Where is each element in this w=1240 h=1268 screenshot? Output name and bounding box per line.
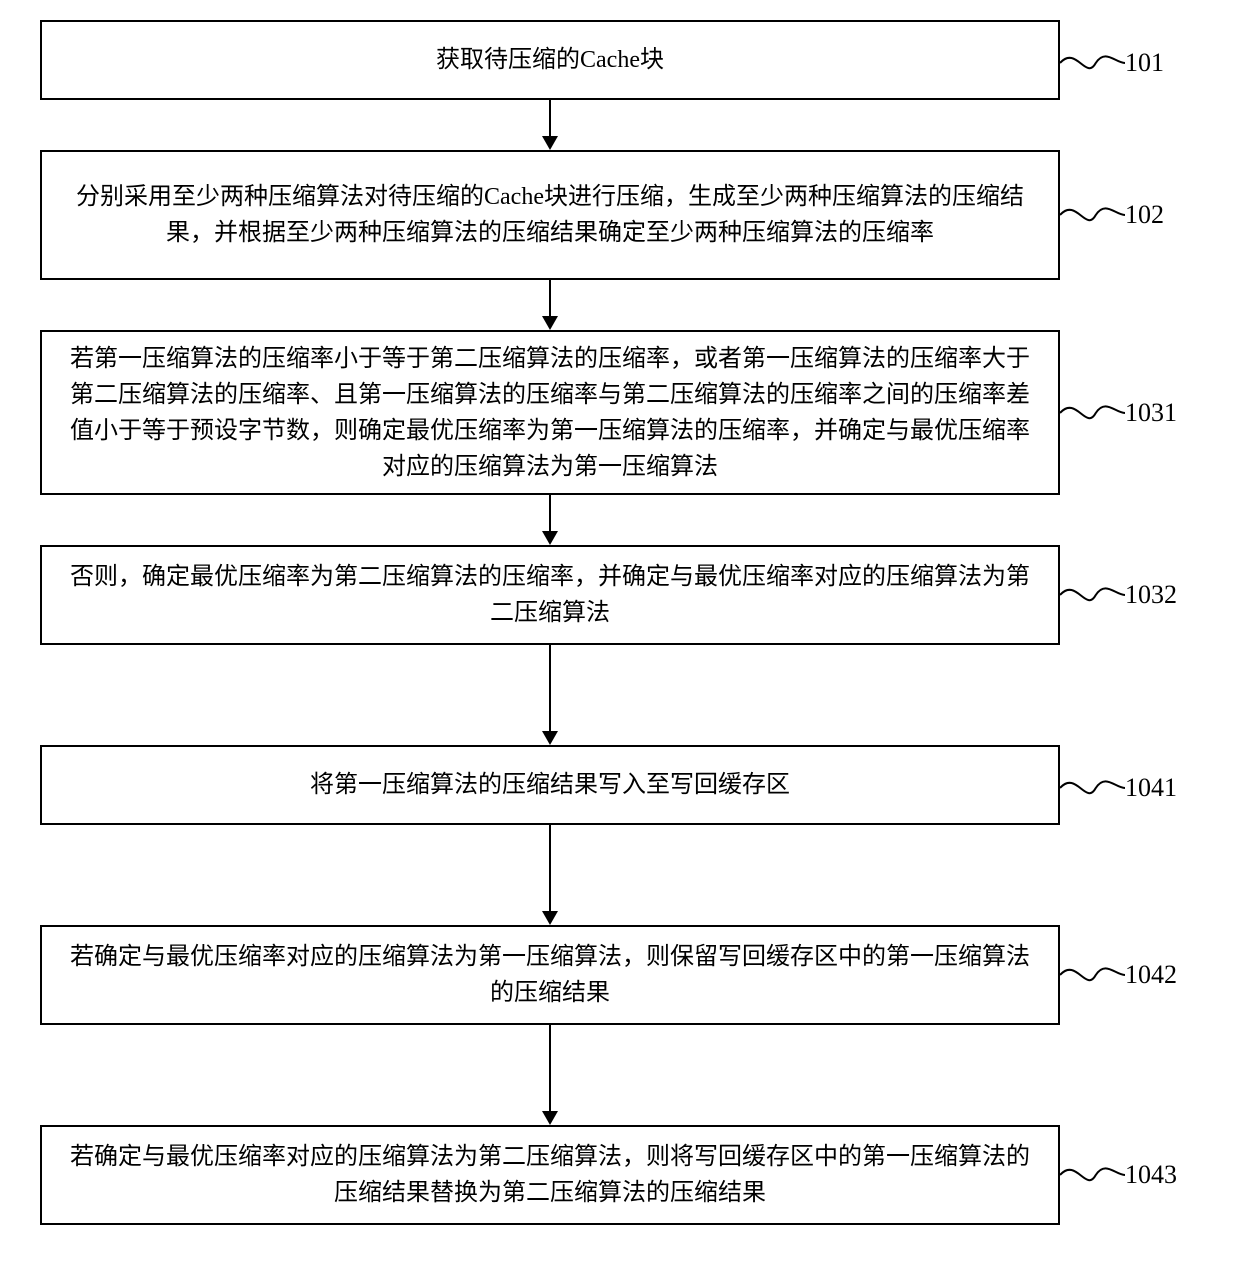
- flow-node-1043: 若确定与最优压缩率对应的压缩算法为第二压缩算法，则将写回缓存区中的第一压缩算法的…: [40, 1125, 1060, 1225]
- flow-node-label-102: 102: [1125, 200, 1164, 230]
- flow-node-text: 获取待压缩的Cache块: [436, 42, 664, 78]
- label-connector: [1060, 768, 1125, 808]
- flow-arrow: [535, 645, 565, 745]
- flow-arrow: [535, 495, 565, 545]
- flow-arrow: [535, 100, 565, 150]
- flow-arrow: [535, 825, 565, 925]
- flow-arrow: [535, 280, 565, 330]
- flow-arrow: [535, 1025, 565, 1125]
- flow-node-101: 获取待压缩的Cache块: [40, 20, 1060, 100]
- flow-node-text: 若确定与最优压缩率对应的压缩算法为第一压缩算法，则保留写回缓存区中的第一压缩算法…: [62, 939, 1038, 1011]
- flow-node-text: 否则，确定最优压缩率为第二压缩算法的压缩率，并确定与最优压缩率对应的压缩算法为第…: [62, 559, 1038, 631]
- flow-node-label-1032: 1032: [1125, 580, 1177, 610]
- flow-node-label-1043: 1043: [1125, 1160, 1177, 1190]
- flow-node-label-1041: 1041: [1125, 773, 1177, 803]
- flow-node-1042: 若确定与最优压缩率对应的压缩算法为第一压缩算法，则保留写回缓存区中的第一压缩算法…: [40, 925, 1060, 1025]
- flow-node-1032: 否则，确定最优压缩率为第二压缩算法的压缩率，并确定与最优压缩率对应的压缩算法为第…: [40, 545, 1060, 645]
- flow-node-1041: 将第一压缩算法的压缩结果写入至写回缓存区: [40, 745, 1060, 825]
- label-connector: [1060, 195, 1125, 235]
- flow-node-text: 将第一压缩算法的压缩结果写入至写回缓存区: [310, 767, 790, 803]
- flowchart-container: 获取待压缩的Cache块 101 分别采用至少两种压缩算法对待压缩的Cache块进行…: [0, 0, 1240, 1268]
- label-connector: [1060, 43, 1125, 83]
- flow-node-label-1042: 1042: [1125, 960, 1177, 990]
- label-connector: [1060, 955, 1125, 995]
- flow-node-label-1031: 1031: [1125, 398, 1177, 428]
- label-connector: [1060, 1155, 1125, 1195]
- flow-node-text: 分别采用至少两种压缩算法对待压缩的Cache块进行压缩，生成至少两种压缩算法的压…: [62, 179, 1038, 251]
- flow-node-102: 分别采用至少两种压缩算法对待压缩的Cache块进行压缩，生成至少两种压缩算法的压…: [40, 150, 1060, 280]
- flow-node-1031: 若第一压缩算法的压缩率小于等于第二压缩算法的压缩率，或者第一压缩算法的压缩率大于…: [40, 330, 1060, 495]
- label-connector: [1060, 393, 1125, 433]
- flow-node-label-101: 101: [1125, 48, 1164, 78]
- flow-node-text: 若第一压缩算法的压缩率小于等于第二压缩算法的压缩率，或者第一压缩算法的压缩率大于…: [62, 341, 1038, 485]
- flow-node-text: 若确定与最优压缩率对应的压缩算法为第二压缩算法，则将写回缓存区中的第一压缩算法的…: [62, 1139, 1038, 1211]
- label-connector: [1060, 575, 1125, 615]
